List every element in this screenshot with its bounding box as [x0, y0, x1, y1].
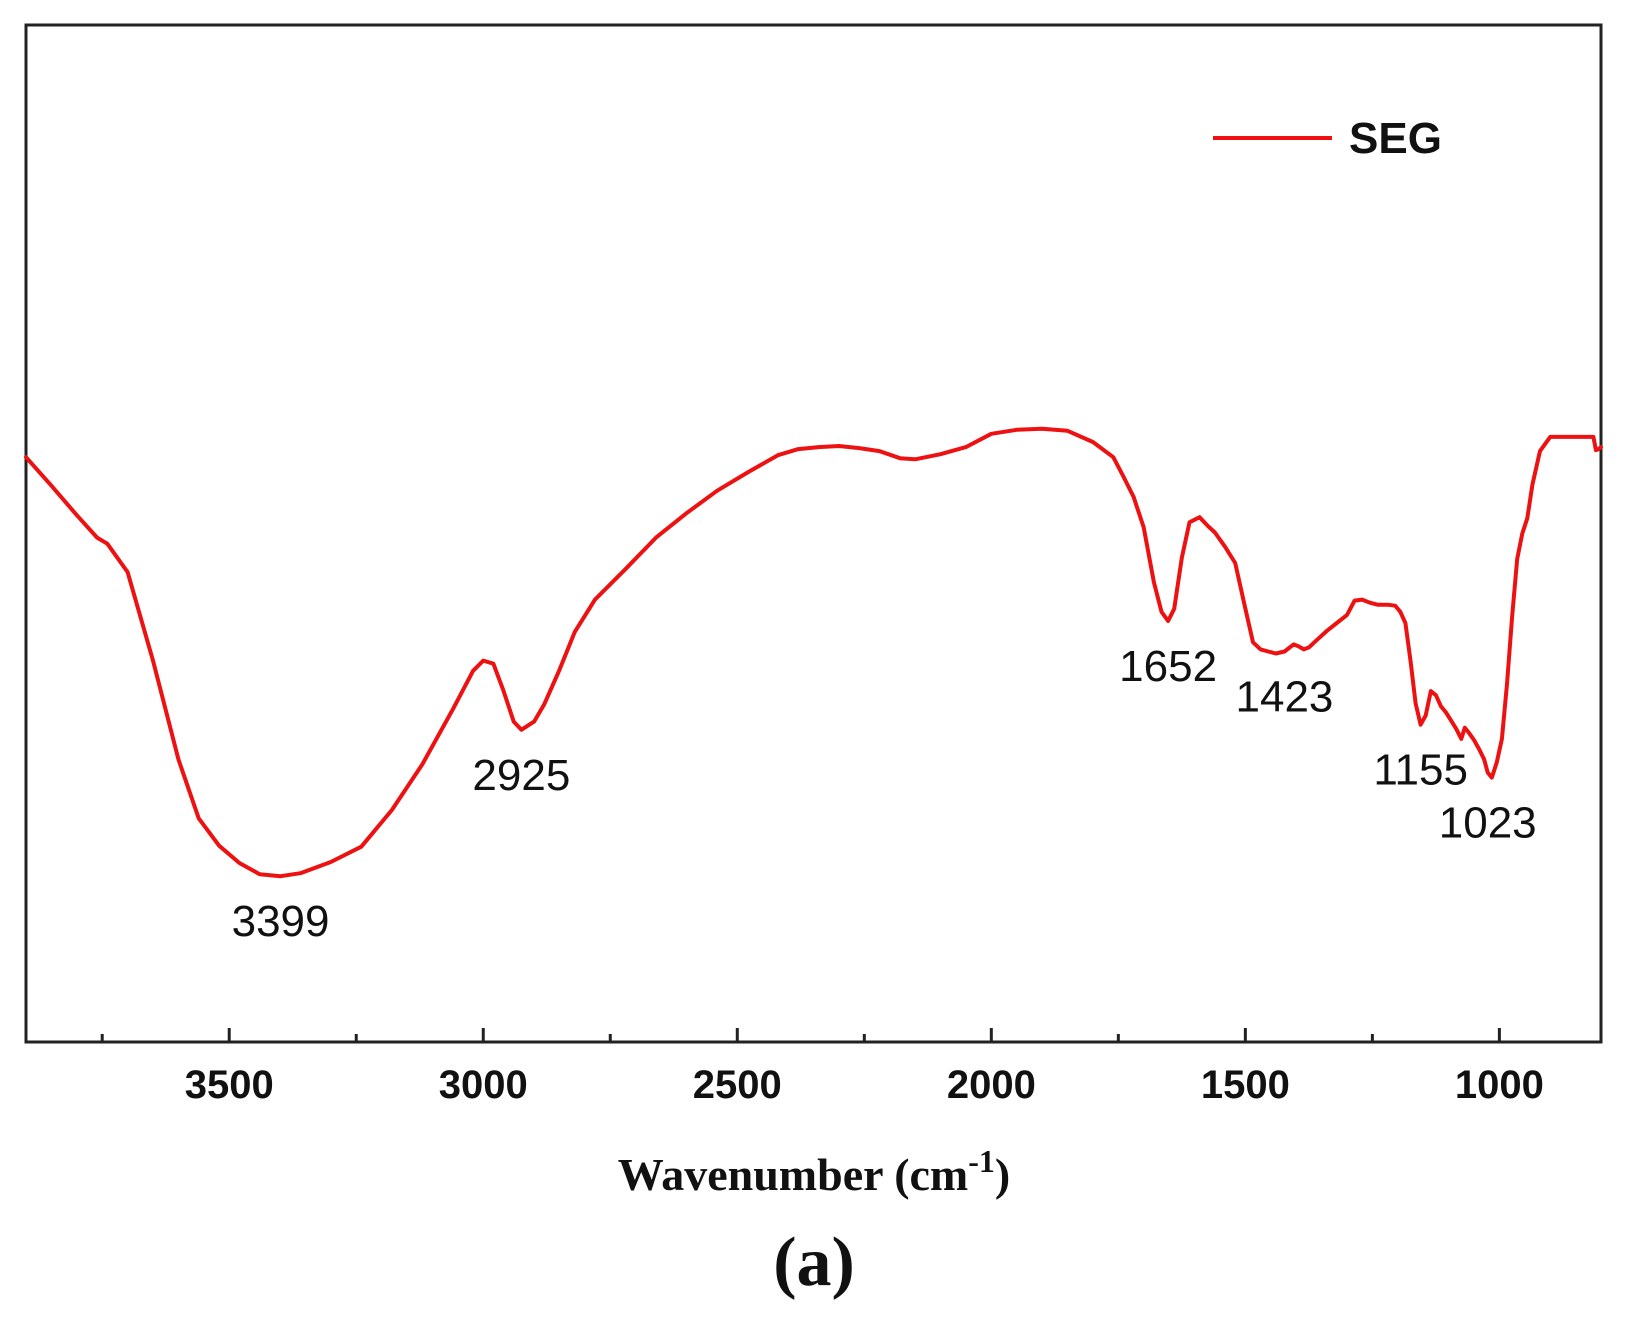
x-tick-label: 3000	[439, 1063, 528, 1107]
plot-area	[24, 23, 1603, 1044]
peak-label-2925: 2925	[472, 751, 570, 800]
legend-label: SEG	[1349, 114, 1442, 163]
panel-label: (a)	[773, 1224, 855, 1301]
x-tick-label: 2000	[947, 1063, 1036, 1107]
x-axis-label-close: )	[995, 1149, 1010, 1200]
x-axis-tick-labels: 3500 3000 2500 2000 1500 1000	[185, 1063, 1544, 1107]
peak-label-1023: 1023	[1439, 799, 1537, 848]
x-axis-ticks	[100, 1028, 1501, 1042]
x-tick-label: 1500	[1201, 1063, 1290, 1107]
peak-label-1652: 1652	[1119, 642, 1217, 691]
peak-label-1155: 1155	[1373, 746, 1468, 795]
legend: SEG	[1213, 114, 1442, 163]
x-axis-label-superscript: -1	[968, 1143, 995, 1179]
series-line-seg	[24, 426, 1603, 879]
peak-label-3399: 3399	[232, 897, 330, 946]
x-tick-label: 2500	[693, 1063, 782, 1107]
panel-label-letter: a	[797, 1224, 832, 1301]
x-tick-label: 3500	[185, 1063, 274, 1107]
x-axis-label-text: Wavenumber (cm	[618, 1149, 969, 1200]
peak-label-1423: 1423	[1236, 672, 1334, 721]
x-tick-label: 1000	[1455, 1063, 1544, 1107]
x-axis-label: Wavenumber (cm-1)	[618, 1143, 1011, 1200]
